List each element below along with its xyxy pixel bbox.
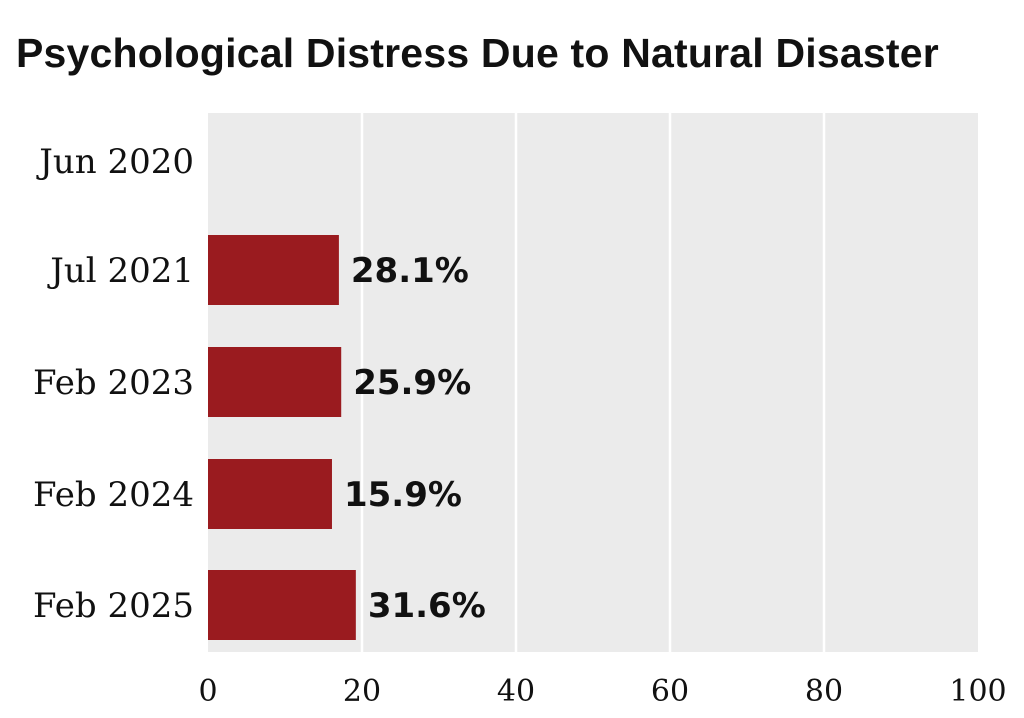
x-tick-label: 20 (343, 674, 381, 709)
bar-value-label: 28.1% (351, 251, 469, 291)
x-tick-label: 80 (805, 674, 843, 709)
category-label: Jun 2020 (36, 142, 194, 182)
bar (208, 459, 332, 529)
bars (208, 235, 356, 640)
data-labels: 28.1% 25.9% 15.9% 31.6% (344, 251, 486, 626)
x-tick-label: 100 (949, 674, 1006, 709)
bar (208, 570, 356, 640)
bar-value-label: 15.9% (344, 475, 462, 515)
category-label: Jul 2021 (47, 251, 194, 291)
category-label: Feb 2025 (33, 586, 194, 626)
category-labels: Jun 2020 Jul 2021 Feb 2023 Feb 2024 Feb 2025 (33, 142, 194, 626)
category-label: Feb 2024 (33, 475, 194, 515)
bar-value-label: 25.9% (353, 363, 471, 403)
chart-title: Psychological Distress Due to Natural Di… (16, 30, 939, 76)
x-tick-label: 0 (198, 674, 217, 709)
bar (208, 347, 342, 417)
bar (208, 235, 339, 305)
x-tick-label: 60 (651, 674, 689, 709)
gridlines (360, 113, 826, 652)
category-label: Feb 2023 (33, 363, 194, 403)
x-tick-label: 40 (497, 674, 535, 709)
bar-value-label: 31.6% (368, 586, 486, 626)
x-axis-ticks: 0 20 40 60 80 100 (198, 674, 1006, 709)
